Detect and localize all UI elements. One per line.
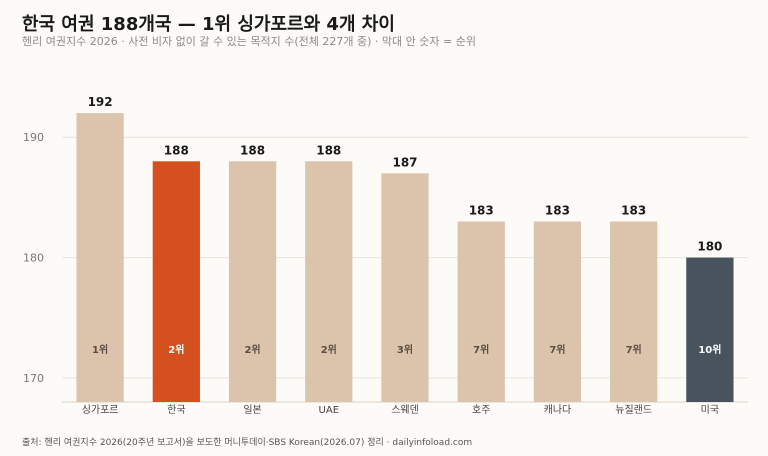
bar <box>457 221 505 402</box>
rank-label: 7위 <box>473 343 489 356</box>
x-tick-label: UAE <box>319 405 339 416</box>
rank-label: 3위 <box>397 343 413 356</box>
bar <box>305 161 353 402</box>
x-tick-label: 한국 <box>167 404 185 416</box>
value-label: 183 <box>621 203 646 217</box>
y-tick-label: 190 <box>23 131 44 144</box>
value-label: 188 <box>316 143 341 157</box>
value-label: 183 <box>545 203 570 217</box>
bar <box>686 257 734 402</box>
y-tick-label: 180 <box>23 252 44 265</box>
x-tick-label: 스웨덴 <box>391 404 419 416</box>
x-tick-label: 일본 <box>243 404 261 416</box>
value-label: 192 <box>88 95 113 109</box>
value-label: 188 <box>240 143 265 157</box>
value-label: 187 <box>392 155 417 169</box>
x-tick-label: 호주 <box>472 404 490 416</box>
x-tick-label: 미국 <box>701 404 719 416</box>
value-label: 188 <box>164 143 189 157</box>
chart-subtitle: 헨리 여권지수 2026 · 사전 비자 없이 갈 수 있는 목적지 수(전체 … <box>22 35 476 48</box>
value-label: 180 <box>697 240 722 254</box>
rank-label: 2위 <box>168 343 184 356</box>
chart-title: 한국 여권 188개국 — 1위 싱가포르와 4개 차이 <box>22 14 395 35</box>
rank-label: 7위 <box>549 343 565 356</box>
bar <box>610 221 658 402</box>
rank-label: 2위 <box>321 343 337 356</box>
x-tick-label: 캐나다 <box>544 404 572 416</box>
bar <box>533 221 582 402</box>
x-tick-label: 싱가포르 <box>82 404 119 416</box>
bar <box>76 113 124 403</box>
rank-label: 7위 <box>626 343 642 356</box>
rank-label: 1위 <box>92 343 108 356</box>
rank-label: 10위 <box>698 343 721 356</box>
bar <box>228 161 277 402</box>
bar <box>152 161 200 402</box>
source-note: 출처: 헨리 여권지수 2026(20주년 보고서)을 보도한 머니투데이·SB… <box>22 438 473 448</box>
value-label: 183 <box>469 203 494 217</box>
x-tick-label: 뉴질랜드 <box>615 404 652 416</box>
y-tick-label: 170 <box>23 372 44 385</box>
bar <box>381 173 429 402</box>
rank-label: 2위 <box>244 343 260 356</box>
